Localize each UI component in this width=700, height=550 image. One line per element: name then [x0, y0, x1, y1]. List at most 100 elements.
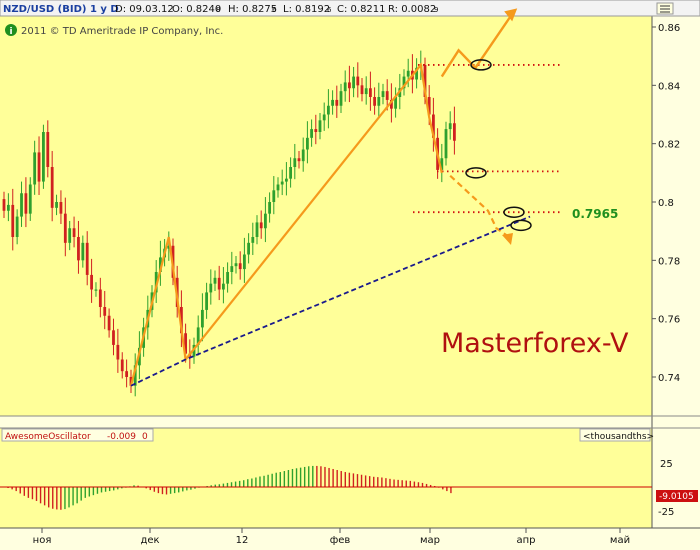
- candle-body: [72, 228, 76, 237]
- candle-body: [259, 222, 263, 229]
- oscillator-current-label: -9.0105: [659, 492, 694, 502]
- candle-body: [415, 67, 418, 80]
- candle-body: [222, 283, 225, 290]
- oscillator-name[interactable]: AwesomeOscillator: [5, 432, 91, 442]
- candle-body: [306, 137, 309, 150]
- orange-up-arrowhead: [504, 8, 518, 22]
- trend-lines: [129, 8, 531, 387]
- candle-body: [297, 158, 301, 162]
- orange-up-projection: [440, 11, 515, 78]
- candle-body: [331, 99, 334, 106]
- time-tick-label: фев: [330, 535, 351, 546]
- dotted-levels: [413, 64, 562, 214]
- osc-tick-neg: -25: [658, 507, 674, 518]
- high-label: H: 0.8275: [228, 4, 277, 15]
- candle-body: [15, 216, 19, 237]
- candle-body: [377, 97, 381, 106]
- candle-body: [81, 242, 85, 261]
- close-label: C: 0.8211: [337, 4, 386, 15]
- info-icon-glyph: i: [9, 27, 12, 37]
- candle-body: [120, 359, 124, 372]
- price-tick-label: 0.76: [658, 315, 680, 326]
- candle-body: [159, 257, 162, 272]
- candle-body: [238, 263, 242, 270]
- range-label: R: 0.0082: [388, 4, 436, 15]
- level-ellipses: [465, 59, 532, 232]
- candle-body: [272, 190, 276, 202]
- level-label: 0.7965: [572, 207, 618, 221]
- info-icon-circle[interactable]: [5, 24, 17, 36]
- candle-body: [234, 263, 238, 267]
- price-tick-label: 0.86: [658, 23, 680, 34]
- time-tick-label: апр: [516, 535, 535, 546]
- candle-body: [373, 97, 376, 106]
- candle-body: [327, 105, 330, 115]
- oscillator-value: -0.009: [107, 432, 136, 442]
- time-tick-label: ноя: [33, 535, 52, 546]
- price-tick-label: 0.78: [658, 256, 680, 267]
- price-tick-label: 0.8: [658, 198, 674, 209]
- candle-body: [381, 91, 385, 97]
- candle-body: [116, 344, 120, 360]
- candle-body: [125, 371, 129, 377]
- time-tick-label: май: [610, 535, 630, 546]
- candle-body: [90, 274, 93, 290]
- candle-body: [427, 97, 431, 115]
- candle-body: [98, 289, 102, 307]
- candle-body: [133, 365, 137, 386]
- candle-body: [339, 91, 343, 106]
- candle-body: [314, 129, 318, 132]
- candle-body: [322, 114, 326, 121]
- osc-tick-pos: 25: [660, 459, 673, 470]
- candle-body: [103, 307, 107, 316]
- price-tick-label: 0.74: [658, 373, 680, 384]
- candle-body: [453, 123, 456, 141]
- hamburger-icon[interactable]: [656, 2, 674, 15]
- candle-body: [289, 167, 292, 179]
- candle-body: [55, 202, 58, 208]
- candle-body: [255, 222, 259, 237]
- candle-body: [230, 266, 234, 272]
- copyright-text: 2011 © TD Ameritrade IP Company, Inc.: [21, 26, 223, 37]
- units-box: [579, 428, 651, 442]
- time-tick-label: дек: [140, 535, 159, 546]
- price-panel-bg: [0, 16, 652, 416]
- candle-body: [63, 213, 67, 243]
- candle-body: [356, 76, 360, 86]
- candle-body: [11, 204, 15, 237]
- low-suffix: 6: [327, 6, 332, 14]
- header-bar: [0, 0, 700, 17]
- candle-body: [280, 181, 284, 185]
- symbol-label[interactable]: NZD/USD (BID) 1 y D: [3, 4, 119, 15]
- candle-body: [112, 330, 115, 345]
- candle-body: [247, 242, 250, 255]
- support-line: [130, 215, 531, 387]
- candle-body: [192, 344, 196, 357]
- candle-body: [196, 327, 200, 345]
- oscillator-title-box: [1, 428, 154, 442]
- price-tick-label: 0.82: [658, 140, 680, 151]
- level-ellipse: [503, 206, 525, 218]
- candle-body: [276, 184, 280, 191]
- candle-body: [310, 129, 313, 138]
- range-suffix: 9: [434, 6, 438, 14]
- candle-body: [301, 149, 305, 162]
- candle-body: [201, 309, 204, 328]
- low-label: L: 0.8192: [283, 4, 330, 15]
- candle-body: [68, 228, 72, 243]
- level-ellipse: [470, 59, 492, 71]
- candle-body: [440, 158, 444, 170]
- candle-body: [46, 132, 50, 167]
- oscillator-current-badge: [656, 490, 698, 502]
- candle-body: [251, 237, 255, 243]
- candle-body: [180, 307, 183, 334]
- level-ellipse: [510, 219, 532, 232]
- candle-body: [268, 202, 271, 214]
- info-icon[interactable]: i: [5, 24, 17, 37]
- candle-body: [448, 123, 452, 130]
- candle-body: [264, 213, 267, 229]
- candle-body: [390, 99, 393, 109]
- orange-down-arrowhead: [502, 233, 513, 245]
- candle-body: [24, 193, 28, 214]
